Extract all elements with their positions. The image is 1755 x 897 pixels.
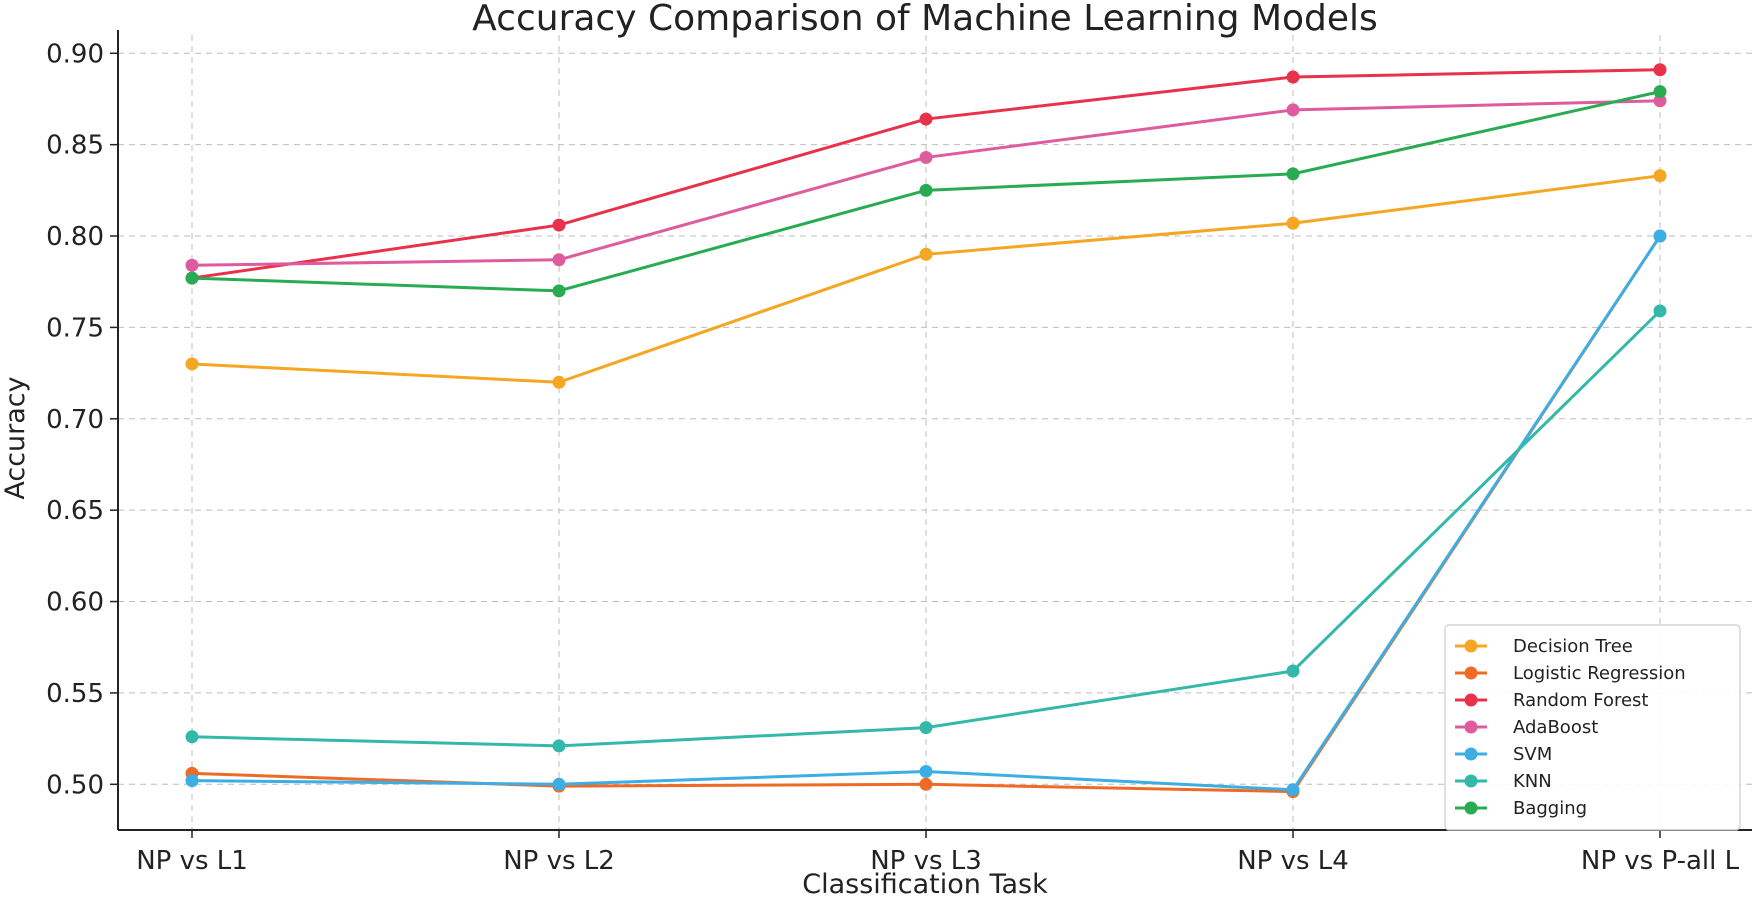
x-tick-label: NP vs L4 [1237,846,1349,876]
data-point [552,777,566,791]
legend: Decision Tree Logistic Regression Random F… [1444,624,1741,831]
y-axis-label: Accuracy [0,376,31,499]
data-point [552,253,566,267]
data-point [185,730,199,744]
legend-item: Random Forest [1455,690,1648,711]
series-group [185,63,1667,799]
data-point [185,774,199,788]
legend-item: KNN [1455,771,1552,792]
data-point [919,150,933,164]
series-knn [185,304,1667,753]
data-point [552,739,566,753]
data-point [1653,63,1667,77]
legend-label: Random Forest [1513,690,1648,711]
legend-label: KNN [1513,771,1552,792]
legend-item: Decision Tree [1455,636,1633,657]
x-tick-label: NP vs L1 [136,846,248,876]
legend-marker [1464,666,1478,680]
x-tick-label: NP vs L3 [870,846,982,876]
y-tick-label: 0.60 [46,588,104,618]
data-point [1653,169,1667,183]
series-adaboost [185,94,1667,272]
y-tick-label: 0.90 [46,39,104,69]
data-point [1653,94,1667,108]
data-point [1286,70,1300,84]
y-tick-label: 0.55 [46,679,104,709]
data-point [185,258,199,272]
y-ticks: 0.50 0.55 0.60 0.65 0.70 0.75 0.80 0.85 0.90 [46,39,118,800]
legend-marker [1464,720,1478,734]
y-tick-label: 0.80 [46,222,104,252]
data-point [919,721,933,735]
data-point [1653,304,1667,318]
y-tick-label: 0.65 [46,496,104,526]
legend-item: SVM [1455,744,1552,765]
legend-label: AdaBoost [1513,717,1598,738]
grid [118,35,1752,830]
x-ticks: NP vs L1 NP vs L2 NP vs L3 NP vs L4 NP vs P-… [136,830,1740,876]
y-tick-label: 0.70 [46,405,104,435]
legend-item: Logistic Regression [1455,663,1686,684]
data-point [919,247,933,261]
data-point [919,183,933,197]
x-tick-label: NP vs P-all L [1581,846,1740,876]
series-bagging [185,85,1667,298]
x-axis-label: Classification Task [802,869,1048,897]
chart-title: Accuracy Comparison of Machine Learning … [472,0,1378,39]
legend-item: Bagging [1455,798,1587,819]
data-point [552,284,566,298]
legend-marker [1464,801,1478,815]
legend-item: AdaBoost [1455,717,1598,738]
legend-frame [1444,624,1741,831]
data-point [1653,85,1667,99]
legend-marker [1464,639,1478,653]
data-point [552,218,566,232]
data-point [1286,167,1300,181]
data-point [1286,664,1300,678]
series-svm [185,229,1667,797]
legend-label: Bagging [1513,798,1587,819]
legend-marker [1464,774,1478,788]
data-point [185,271,199,285]
data-point [919,112,933,126]
legend-label: Decision Tree [1513,636,1633,657]
x-tick-label: NP vs L2 [503,846,615,876]
series-decision-tree [185,169,1667,389]
legend-label: SVM [1513,744,1552,765]
data-point [919,777,933,791]
data-point [1286,783,1300,797]
legend-marker [1464,747,1478,761]
data-point [919,765,933,779]
data-point [185,357,199,371]
data-point [1653,229,1667,243]
y-tick-label: 0.85 [46,131,104,161]
data-point [1286,103,1300,117]
data-point [552,375,566,389]
y-tick-label: 0.75 [46,313,104,343]
y-tick-label: 0.50 [46,770,104,800]
data-point [1286,216,1300,230]
legend-label: Logistic Regression [1513,663,1686,684]
legend-marker [1464,693,1478,707]
